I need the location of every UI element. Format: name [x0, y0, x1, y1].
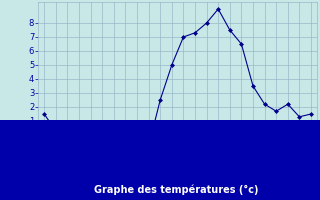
Text: Graphe des températures (°c): Graphe des températures (°c)	[94, 185, 258, 195]
